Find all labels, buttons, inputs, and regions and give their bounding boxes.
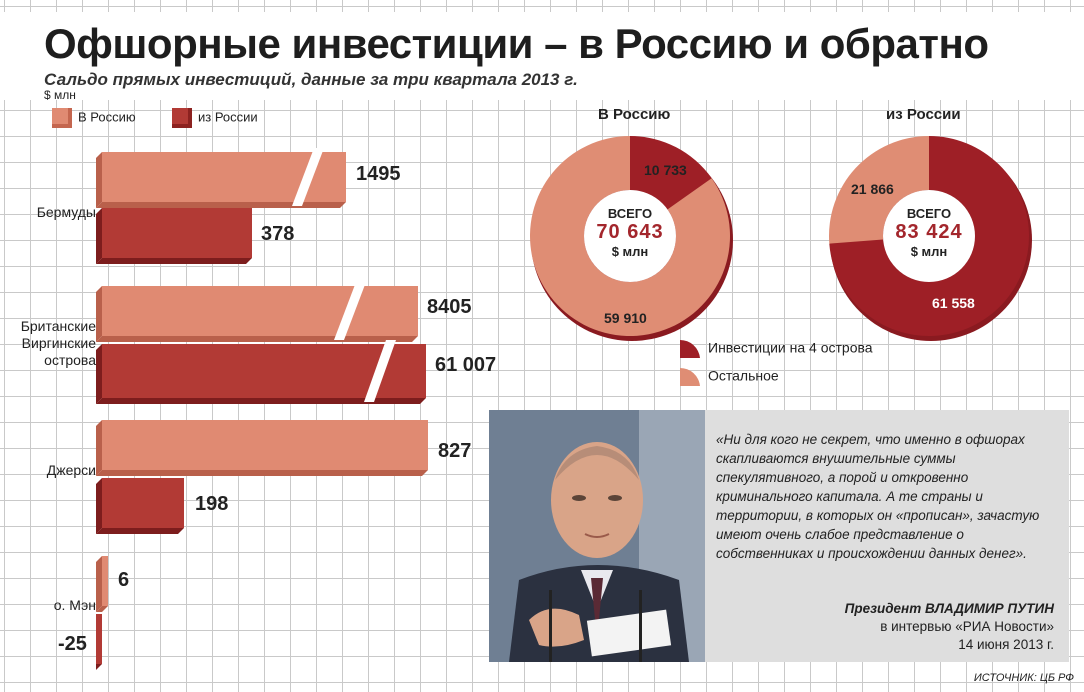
- bar-man-from-front: [96, 614, 102, 664]
- bar-bvi-to-break-mark: [334, 282, 366, 340]
- category-label-bermuda: Бермуды: [36, 204, 96, 220]
- bar-jersey-to-front: [102, 420, 428, 470]
- category-label-bvi-line2: Виргинские: [21, 335, 96, 351]
- bar-bvi-to: [96, 282, 418, 342]
- page-title: Офшорные инвестиции – в Россию и обратно: [44, 20, 989, 67]
- legend-from-russia-label: из России: [198, 109, 258, 125]
- bar-man-to-bottom: [96, 606, 108, 612]
- category-label-man: о. Мэн: [53, 597, 96, 613]
- portrait-photo: [489, 410, 705, 662]
- donut-left-center: ВСЕГО 70 643 $ млн: [580, 206, 680, 259]
- bar-bermuda-to-bottom: [96, 202, 346, 208]
- value-label-bermuda-to: 1495: [356, 163, 401, 185]
- donut-right-total: 83 424: [895, 221, 963, 243]
- legend-swatch-from-russia: [172, 108, 192, 128]
- author-date: 14 июня 2013 г.: [958, 637, 1054, 652]
- donut-right-other-label: 21 866: [851, 181, 894, 197]
- category-label-bvi-line3: острова: [44, 352, 96, 368]
- donut-left-total-label: ВСЕГО: [607, 206, 653, 221]
- portrait-illustration: [489, 410, 705, 662]
- wedge-icon-dark: [680, 339, 700, 358]
- bar-jersey-to: [96, 420, 428, 476]
- quote-author: Президент ВЛАДИМИР ПУТИН в интервью «РИА…: [714, 600, 1054, 654]
- donut-left-hole: [584, 190, 676, 282]
- donut-right-hole: [883, 190, 975, 282]
- bar-bermuda-to-break-mark: [292, 148, 324, 206]
- unit-label: $ млн: [44, 88, 76, 102]
- author-name: ВЛАДИМИР ПУТИН: [924, 601, 1054, 616]
- donut-left-unit: $ млн: [611, 244, 649, 259]
- bar-bvi-from-side: [96, 344, 102, 404]
- donut-right-title: из России: [886, 106, 961, 123]
- value-label-bvi-from: 61 007: [435, 354, 497, 376]
- donut-right-total-label: ВСЕГО: [906, 206, 952, 221]
- bar-jersey-from: [96, 478, 184, 534]
- donut-left-islands-label: 10 733: [644, 162, 687, 178]
- value-label-bermuda-from: 378: [261, 223, 295, 245]
- bar-jersey-from-front: [102, 478, 184, 528]
- bar-bvi-to-side: [96, 286, 102, 342]
- donut-left-other-label: 59 910: [604, 310, 647, 326]
- bar-bermuda-from-front: [102, 208, 252, 258]
- bar-bermuda-to-side: [96, 152, 102, 208]
- donut-right-unit: $ млн: [910, 244, 948, 259]
- bar-bermuda-from-bottom: [96, 258, 252, 264]
- value-label-man-from: -25: [58, 633, 87, 655]
- legend-from-russia: из России: [172, 108, 258, 128]
- category-label-bvi: Британские Виргинские острова: [0, 318, 96, 369]
- bar-bvi-from-break-mark: [364, 340, 396, 402]
- value-label-jersey-to: 827: [438, 440, 472, 462]
- legend-swatch-to-russia: [52, 108, 72, 128]
- donut-left-total: 70 643: [596, 221, 664, 243]
- legend-to-russia: В Россию: [52, 108, 136, 128]
- bar-bvi-to-front: [102, 286, 418, 336]
- donut-right-islands-label: 61 558: [932, 295, 975, 311]
- category-label-jersey: Джерси: [46, 462, 96, 478]
- title-area: [0, 12, 1084, 100]
- bar-bermuda-to: [96, 148, 346, 208]
- value-label-man-to: 6: [118, 569, 130, 591]
- bar-bermuda-from: [96, 208, 252, 264]
- bar-man-to-side: [96, 556, 102, 612]
- bar-bvi-from-bottom: [96, 398, 426, 404]
- donut-right-slice-islands: [829, 136, 1029, 336]
- donut-right-slice-other: [829, 136, 929, 244]
- legend-to-russia-label: В Россию: [78, 109, 136, 125]
- category-label-bvi-line1: Британские: [20, 318, 96, 334]
- quote-text: «Ни для кого не секрет, что именно в офш…: [716, 432, 1040, 561]
- bar-bvi-from: [96, 340, 426, 404]
- value-label-jersey-from: 198: [195, 493, 229, 515]
- bar-man-from: [96, 614, 102, 670]
- donut-legend-other-label: Остальное: [708, 367, 779, 384]
- value-label-bvi-to: 8405: [427, 296, 472, 318]
- donut-left-slice-islands: [630, 136, 712, 210]
- bar-bvi-to-bottom: [96, 336, 418, 342]
- author-source: в интервью «РИА Новости»: [880, 619, 1054, 634]
- page-subtitle: Сальдо прямых инвестиций, данные за три …: [44, 70, 578, 89]
- source-note: ИСТОЧНИК: ЦБ РФ: [973, 672, 1074, 684]
- donut-charts: [530, 136, 1032, 341]
- donut-legend-islands-label: Инвестиции на 4 острова: [708, 339, 873, 356]
- bar-jersey-from-bottom: [96, 528, 184, 534]
- donut-left-slice-other: [530, 136, 730, 336]
- author-prefix: Президент: [844, 601, 925, 616]
- donut-legend-other: Остальное: [678, 366, 779, 388]
- bar-man-to-front: [102, 556, 108, 606]
- bar-jersey-to-side: [96, 420, 102, 476]
- bar-man-to: [96, 556, 108, 612]
- donut-left-title: В Россию: [598, 106, 671, 123]
- bar-jersey-from-side: [96, 478, 102, 534]
- bar-chart: [96, 148, 428, 670]
- bar-jersey-to-bottom: [96, 470, 428, 476]
- wedge-icon-light: [680, 367, 700, 386]
- donut-legend-islands: Инвестиции на 4 острова: [678, 338, 873, 360]
- donut-right-center: ВСЕГО 83 424 $ млн: [879, 206, 979, 259]
- bar-bermuda-from-side: [96, 208, 102, 264]
